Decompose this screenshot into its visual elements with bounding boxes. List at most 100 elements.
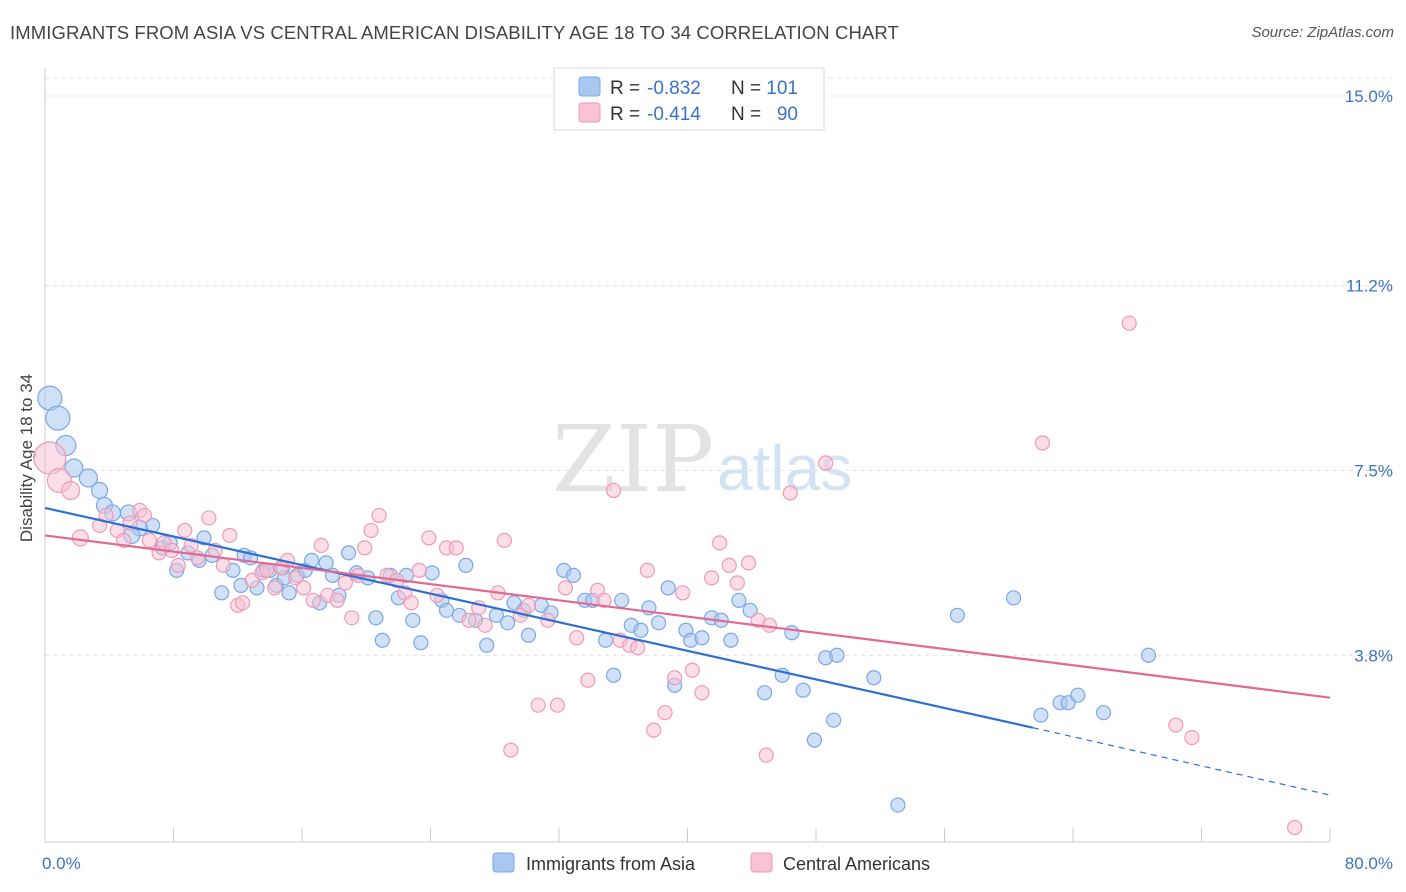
asia-point-29 [281, 585, 297, 601]
asia-point-40 [368, 610, 384, 626]
central-point-59 [520, 597, 537, 613]
central-point-65 [580, 672, 596, 688]
asia-point-96 [1070, 687, 1086, 703]
asia-point-5 [91, 481, 109, 500]
central-point-62 [549, 697, 565, 713]
central-point-3 [71, 529, 89, 547]
asia-point-51 [458, 557, 474, 573]
central-point-72 [639, 562, 655, 578]
central-point-75 [667, 670, 683, 686]
central-point-40 [357, 540, 373, 556]
legend-r-label-asia: R = [610, 78, 640, 99]
central-point-77 [684, 662, 700, 678]
central-point-76 [675, 585, 691, 601]
central-point-79 [703, 570, 720, 586]
central-point-82 [729, 575, 745, 591]
central-point-32 [296, 580, 312, 596]
central-point-63 [557, 580, 574, 596]
asia-point-1 [45, 405, 71, 431]
asia-point-45 [405, 612, 421, 628]
asia-point-76 [694, 630, 710, 646]
central-point-86 [782, 485, 798, 501]
central-point-91 [1184, 730, 1200, 746]
central-point-42 [371, 507, 387, 524]
central-point-27 [259, 562, 275, 578]
central-point-11 [141, 532, 158, 549]
y-tick-labels: 3.8% 7.5% 11.2% 15.0% [1345, 87, 1393, 665]
central-point-31 [287, 570, 304, 586]
asia-point-62 [565, 567, 582, 583]
central-point-48 [421, 530, 437, 546]
asia-point-99 [1033, 707, 1049, 723]
legend-r-label-central: R = [610, 104, 640, 125]
asia-point-88 [826, 712, 842, 728]
x-tick-label-1: 80.0% [1345, 854, 1393, 873]
asia-point-53 [479, 637, 495, 653]
asia-point-80 [731, 592, 747, 608]
asia-point-85 [795, 682, 811, 698]
asia-point-81 [742, 602, 758, 618]
asia-point-93 [1005, 590, 1022, 606]
central-point-2 [61, 480, 81, 501]
central-point-37 [337, 575, 353, 591]
asia-point-3 [64, 458, 84, 478]
asia-point-89 [829, 647, 845, 663]
legend-swatch-central [578, 102, 601, 123]
central-point-41 [363, 522, 379, 539]
bottom-legend: Immigrants from Asia Central Americans [492, 852, 930, 874]
y-tick-label-2: 11.2% [1346, 277, 1393, 296]
central-point-83 [740, 555, 757, 571]
central-point-34 [313, 537, 329, 554]
asia-point-47 [424, 565, 440, 581]
central-point-47 [411, 562, 427, 578]
central-point-71 [630, 640, 646, 656]
asia-point-19 [214, 585, 230, 601]
x-tick-labels: 0.0% 80.0% [42, 854, 1393, 873]
asia-point-90 [866, 670, 882, 686]
central-point-64 [569, 630, 585, 646]
central-point-52 [461, 612, 477, 628]
legend-box: R = -0.832 N = 101 R = -0.414 N = 90 [553, 67, 825, 131]
y-tick-label-1: 7.5% [1354, 462, 1393, 481]
source-label: Source: ZipAtlas.com [1251, 24, 1394, 41]
central-point-87 [818, 455, 834, 471]
asia-point-49 [438, 602, 455, 618]
asia-point-72 [660, 580, 676, 596]
central-point-56 [496, 532, 512, 549]
watermark-zip: ZIP [552, 406, 714, 513]
central-point-24 [234, 595, 251, 611]
central-point-54 [477, 617, 493, 633]
bottom-legend-swatch-central [750, 852, 773, 873]
legend-n-label-central: N = [731, 104, 761, 125]
asia-point-58 [520, 627, 537, 643]
grid-lines [45, 77, 1392, 656]
central-point-90 [1168, 717, 1184, 733]
asia-point-41 [374, 632, 390, 648]
asia-point-97 [1095, 705, 1112, 721]
asia-point-46 [413, 635, 429, 651]
central-point-89 [1121, 315, 1137, 331]
asia-trend-line [44, 506, 1034, 729]
trend-lines [44, 506, 1331, 796]
central-point-38 [344, 610, 360, 626]
central-point-22 [222, 527, 238, 544]
central-point-78 [694, 685, 710, 701]
central-point-33 [305, 592, 321, 608]
central-point-57 [503, 742, 519, 758]
asia-point-84 [784, 625, 800, 641]
central-point-80 [712, 535, 728, 551]
y-axis-title: Disability Age 18 to 34 [17, 374, 36, 542]
asia-point-71 [650, 615, 667, 631]
central-point-16 [177, 522, 193, 539]
asia-point-55 [500, 615, 516, 631]
central-point-92 [1287, 819, 1303, 836]
central-point-88 [1034, 435, 1051, 451]
asia-point-69 [633, 622, 649, 638]
asia-trend-line-extension [1032, 727, 1331, 796]
central-point-67 [596, 592, 612, 608]
central-point-10 [136, 507, 153, 524]
central-point-46 [403, 595, 419, 611]
central-point-28 [267, 580, 283, 596]
legend-n-value-central: 90 [777, 104, 798, 125]
asia-point-4 [78, 468, 98, 488]
